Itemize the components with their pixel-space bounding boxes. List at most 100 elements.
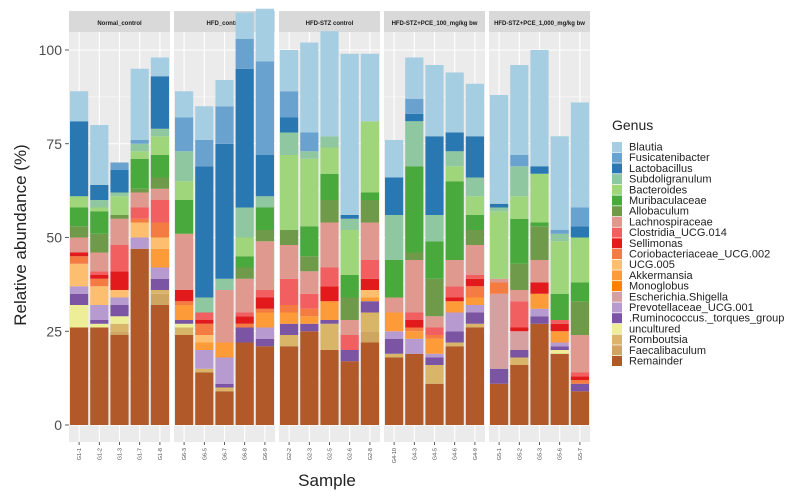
bar-segment (175, 290, 194, 302)
bar-segment (550, 353, 569, 425)
bar-segment (340, 53, 359, 215)
bar-segment (490, 211, 509, 279)
bar-segment (530, 293, 549, 309)
x-tick-label: G6-7 (223, 448, 229, 460)
bar-segment (255, 308, 274, 313)
x-tick-label: G5-7 (578, 448, 584, 460)
bar-segment (280, 132, 299, 155)
bar-segment (130, 158, 149, 189)
bar-segment (465, 275, 484, 279)
bar-segment (280, 305, 299, 313)
legend-item: Blautia (612, 142, 664, 154)
bar-segment (360, 278, 379, 290)
bar-segment (280, 50, 299, 92)
legend-swatch (612, 249, 622, 259)
legend-swatch (612, 334, 622, 345)
bar-segment (300, 293, 319, 309)
bar-segment (550, 331, 569, 343)
bar-segment (550, 230, 569, 234)
x-tick-label: G1-1 (77, 448, 83, 460)
bar-segment (320, 350, 339, 425)
bar-segment (360, 222, 379, 260)
bar-segment (570, 226, 589, 238)
bar-segment (320, 222, 339, 268)
bar-segment (90, 125, 109, 185)
bar-segment (465, 312, 484, 324)
legend-item: Lactobacillus (612, 163, 693, 175)
bar-segment (320, 173, 339, 200)
legend-title: Genus (612, 117, 653, 133)
bar-segment (215, 383, 234, 388)
legend: Genus BlautiaFusicatenibacterLactobacill… (612, 117, 784, 368)
bar-segment (570, 380, 589, 384)
legend-label: Faecalibaculum (629, 345, 706, 357)
bar-segment (385, 353, 404, 358)
bar-segment (340, 275, 359, 298)
facet-panel: HFD_control G6-3 G6-5 G6-7 G6-8 G6-9 (174, 8, 275, 460)
bar-segment (70, 207, 89, 227)
bar-segment (465, 245, 484, 275)
bar-segment (110, 215, 129, 219)
bar-segment (235, 278, 254, 313)
bar-segment (405, 166, 424, 253)
bar-segment (255, 61, 274, 155)
bar-segment (490, 368, 509, 384)
bar-segment (195, 342, 214, 350)
bar-segment (385, 215, 404, 260)
bar-segment (530, 260, 549, 283)
sample-bar (150, 57, 169, 425)
legend-item: Romboutsia (612, 334, 689, 346)
bar-segment (280, 278, 299, 305)
bar-segment (235, 38, 254, 69)
bar-segment (490, 383, 509, 425)
bar-segment (110, 162, 129, 170)
bar-segment (150, 188, 169, 200)
legend-swatch (612, 281, 622, 292)
bar-segment (550, 320, 569, 324)
bar-segment (570, 383, 589, 392)
bar-segment (550, 346, 569, 350)
bar-segment (405, 57, 424, 99)
bar-segment (70, 256, 89, 264)
bar-segment (490, 203, 509, 208)
x-tick-label: G1-2 (97, 448, 103, 460)
legend-label: Prevotellaceae_UCG.001 (629, 302, 754, 314)
bar-segment (280, 245, 299, 279)
bar-segment (320, 136, 339, 148)
bar-segment (255, 230, 274, 242)
bar-segment (300, 42, 319, 133)
bar-segment (510, 196, 529, 219)
bar-segment (445, 72, 464, 133)
bar-segment (215, 387, 234, 392)
bar-segment (90, 252, 109, 272)
legend-item: Clostridia_UCG.014 (612, 227, 727, 239)
legend-swatch (612, 259, 622, 270)
x-tick-label: G1-7 (138, 448, 144, 460)
bar-segment (510, 65, 529, 155)
bar-segment (530, 282, 549, 294)
bar-segment (465, 215, 484, 230)
bar-segment (550, 293, 569, 320)
x-tick-label: G6-9 (263, 448, 269, 460)
bar-segment (235, 323, 254, 328)
bar-segment (255, 290, 274, 298)
bar-segment (280, 117, 299, 133)
sample-bar (320, 31, 339, 425)
legend-label: Akkermansia (629, 270, 693, 282)
legend-swatch (612, 152, 622, 163)
bar-segment (570, 391, 589, 425)
bar-segment (405, 113, 424, 122)
sample-bar (175, 91, 194, 425)
bar-segment (90, 211, 109, 234)
sample-bar (530, 50, 549, 425)
y-axis: 0 25 50 75 100 (39, 42, 69, 433)
bar-segment (445, 181, 464, 260)
bar-segment (465, 196, 484, 215)
bar-segment (255, 241, 274, 290)
bar-segment (235, 207, 254, 238)
legend-item: Prevotellaceae_UCG.001 (612, 302, 754, 314)
bar-segment (70, 293, 89, 305)
sample-bar (550, 136, 569, 425)
bar-segment (235, 12, 254, 39)
bar-segment (465, 83, 484, 137)
